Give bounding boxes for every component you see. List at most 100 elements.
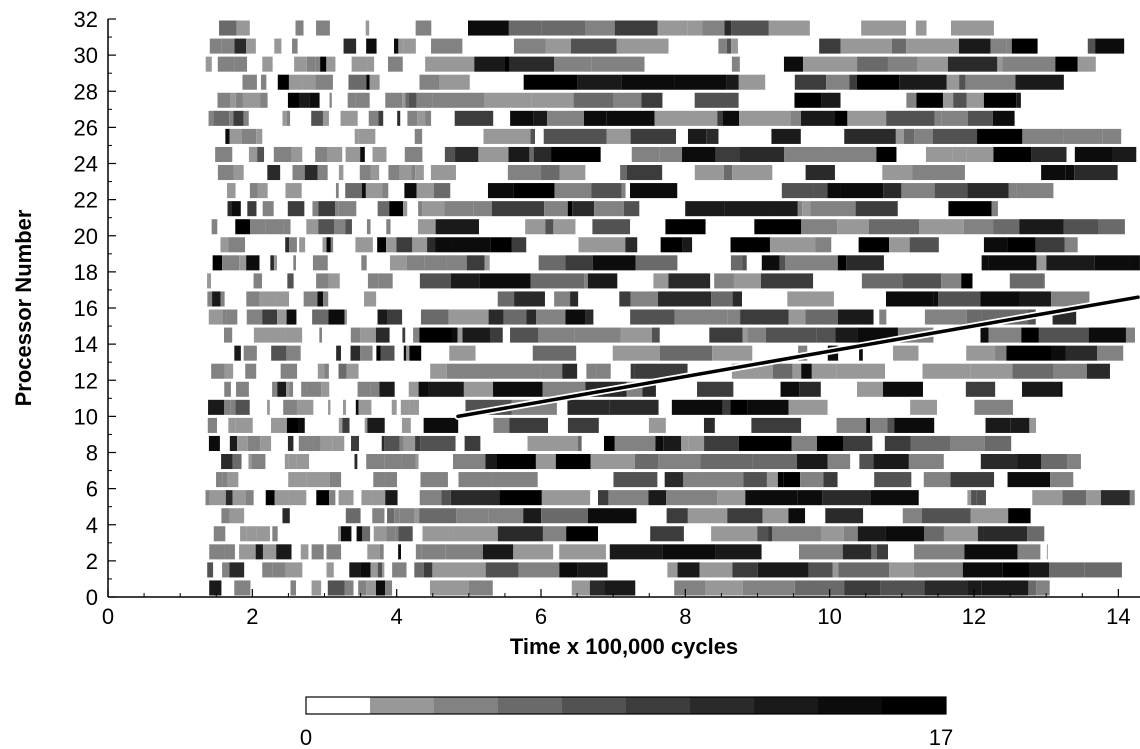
processor-row	[217, 92, 1021, 108]
activity-segment	[635, 255, 678, 271]
activity-segment	[529, 146, 534, 162]
activity-segment	[270, 255, 274, 271]
activity-segment	[395, 526, 399, 542]
activity-segment	[257, 183, 268, 199]
activity-segment	[958, 38, 991, 54]
activity-segment	[484, 92, 532, 108]
activity-segment	[421, 544, 446, 560]
activity-segment	[859, 454, 874, 470]
activity-segment	[913, 562, 963, 578]
activity-segment	[513, 544, 554, 560]
activity-segment	[375, 580, 386, 596]
activity-segment	[783, 56, 804, 72]
activity-segment	[820, 526, 844, 542]
y-axis-title: Processor Number	[11, 209, 36, 406]
processor-row	[209, 38, 1125, 54]
activity-segment	[541, 490, 591, 506]
activity-segment	[762, 508, 789, 524]
activity-segment	[384, 454, 402, 470]
activity-segment	[330, 237, 334, 253]
activity-segment	[908, 454, 944, 470]
activity-segment	[378, 273, 393, 289]
activity-segment	[344, 309, 347, 325]
activity-segment	[849, 74, 857, 90]
activity-segment	[988, 255, 1037, 271]
activity-segment	[592, 255, 636, 271]
activity-segment	[430, 580, 469, 596]
activity-segment	[747, 327, 766, 343]
activity-segment	[1011, 38, 1038, 54]
activity-segment	[1051, 345, 1066, 361]
activity-segment	[731, 38, 738, 54]
processor-row	[205, 490, 1135, 506]
activity-segment	[306, 381, 322, 397]
activity-segment	[921, 508, 971, 524]
activity-segment	[777, 472, 784, 488]
colorbar-swatch	[370, 697, 435, 714]
activity-segment	[289, 381, 294, 397]
activity-segment	[300, 544, 309, 560]
activity-segment	[306, 56, 316, 72]
activity-segment	[311, 110, 323, 126]
activity-segment	[464, 435, 481, 451]
activity-segment	[660, 237, 683, 253]
activity-segment	[532, 345, 577, 361]
activity-segment	[488, 508, 524, 524]
activity-segment	[326, 237, 331, 253]
activity-segment	[915, 20, 927, 36]
activity-segment	[386, 219, 391, 235]
activity-segment	[491, 472, 538, 488]
activity-segment	[364, 417, 368, 433]
activity-segment	[722, 110, 740, 126]
activity-segment	[974, 399, 1013, 415]
activity-segment	[338, 417, 343, 433]
activity-segment	[488, 309, 504, 325]
activity-segment	[630, 128, 677, 144]
activity-segment	[587, 273, 618, 289]
activity-segment	[714, 273, 734, 289]
activity-segment	[739, 110, 791, 126]
activity-segment	[980, 454, 1018, 470]
activity-segment	[444, 201, 474, 217]
activity-segment	[614, 435, 656, 451]
activity-segment	[784, 146, 826, 162]
activity-segment	[409, 399, 419, 415]
activity-segment	[296, 454, 310, 470]
activity-segment	[508, 146, 530, 162]
processor-row	[227, 183, 1054, 199]
activity-segment	[1007, 237, 1036, 253]
processor-row	[208, 435, 1012, 451]
activity-segment	[351, 56, 367, 72]
activity-segment	[487, 183, 514, 199]
activity-segment	[372, 508, 385, 524]
activity-segment	[981, 255, 989, 271]
activity-segment	[697, 472, 744, 488]
activity-segment	[283, 399, 297, 415]
activity-segment	[654, 110, 692, 126]
activity-segment	[262, 309, 278, 325]
activity-segment	[415, 454, 419, 470]
activity-segment	[801, 219, 838, 235]
activity-segment	[523, 508, 542, 524]
activity-segment	[715, 544, 762, 560]
activity-segment	[554, 56, 592, 72]
activity-segment	[262, 56, 273, 72]
activity-segment	[327, 580, 345, 596]
activity-segment	[346, 363, 359, 379]
activity-segment	[221, 454, 233, 470]
activity-segment	[1063, 128, 1103, 144]
colorbar-max-label: 17	[929, 725, 953, 749]
activity-segment	[334, 219, 346, 235]
activity-segment	[345, 219, 352, 235]
activity-segment	[542, 526, 567, 542]
activity-segment	[209, 580, 222, 596]
activity-segment	[796, 454, 828, 470]
activity-segment	[674, 580, 706, 596]
activity-segment	[983, 92, 1017, 108]
activity-segment	[963, 219, 994, 235]
activity-segment	[468, 580, 493, 596]
activity-segment	[418, 201, 423, 217]
activity-segment	[311, 580, 322, 596]
activity-segment	[835, 110, 848, 126]
activity-segment	[490, 237, 512, 253]
